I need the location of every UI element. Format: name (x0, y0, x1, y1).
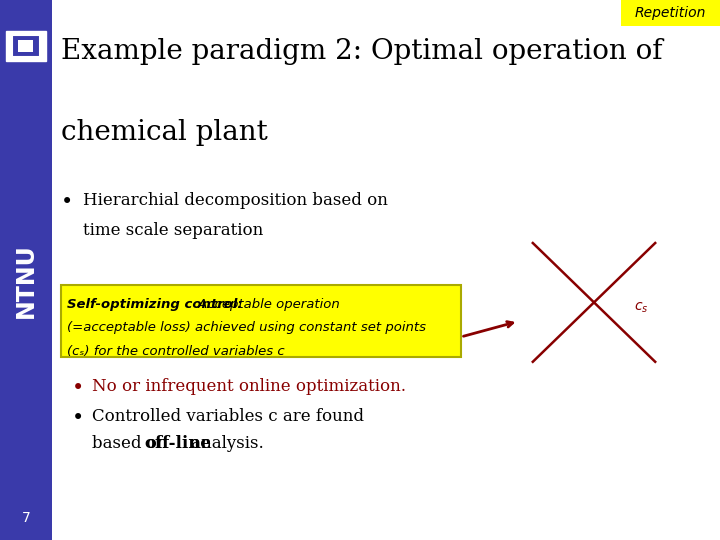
Text: analysis.: analysis. (186, 435, 264, 451)
Text: chemical plant: chemical plant (61, 119, 268, 146)
Text: based on: based on (92, 435, 173, 451)
Text: NTNU: NTNU (14, 244, 38, 318)
Text: •: • (72, 408, 84, 428)
Text: (cₛ) for the controlled variables c: (cₛ) for the controlled variables c (67, 345, 284, 357)
FancyBboxPatch shape (61, 285, 461, 357)
Text: Self-optimizing control:: Self-optimizing control: (67, 298, 243, 311)
Text: Acceptable operation: Acceptable operation (194, 298, 339, 311)
FancyBboxPatch shape (621, 0, 720, 26)
Bar (6, 31, 46, 60)
Text: Hierarchial decomposition based on: Hierarchial decomposition based on (83, 192, 387, 208)
Text: •: • (61, 192, 73, 212)
Bar (12, 35, 40, 57)
Bar (0, 0, 52, 540)
Text: No or infrequent online optimization.: No or infrequent online optimization. (92, 378, 406, 395)
Text: Controlled variables c are found: Controlled variables c are found (92, 408, 364, 424)
Text: time scale separation: time scale separation (83, 222, 263, 239)
Bar (19, 40, 33, 51)
Text: (=acceptable loss) achieved using constant set points: (=acceptable loss) achieved using consta… (67, 321, 426, 334)
Text: off-line: off-line (145, 435, 212, 451)
Text: •: • (72, 378, 84, 398)
Text: $c_s$: $c_s$ (634, 301, 648, 315)
Text: Repetition: Repetition (634, 6, 706, 20)
Text: 7: 7 (22, 511, 30, 525)
Text: Example paradigm 2: Optimal operation of: Example paradigm 2: Optimal operation of (61, 38, 663, 65)
